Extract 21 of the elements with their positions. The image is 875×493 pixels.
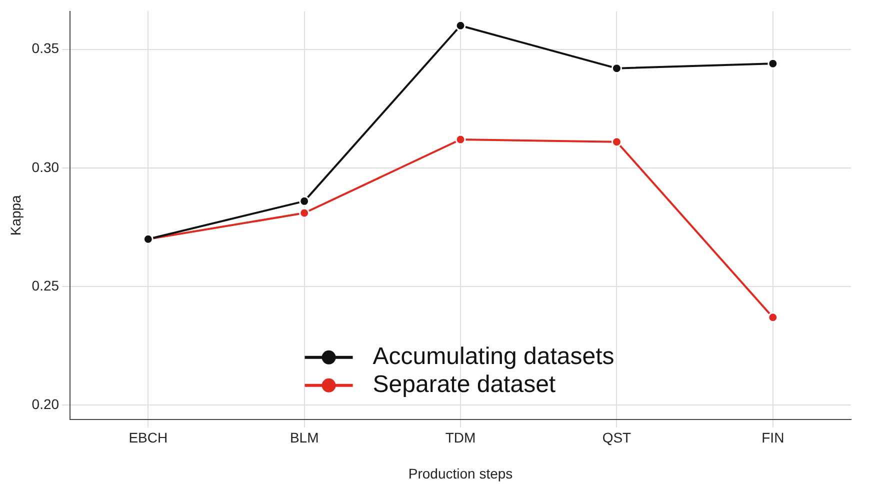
y-tick-label: 0.20 — [32, 396, 60, 412]
x-axis-title: Production steps — [408, 465, 513, 482]
x-tick-label: BLM — [290, 430, 319, 446]
y-tick-label: 0.25 — [32, 277, 60, 294]
legend-label: Accumulating datasets — [372, 343, 614, 370]
point — [611, 136, 622, 148]
point — [299, 196, 310, 206]
y-tick-label: 0.30 — [32, 158, 60, 175]
x-tick-label: FIN — [762, 430, 784, 446]
point — [768, 58, 778, 69]
x-tick-label: TDM — [445, 430, 476, 446]
legend-label: Separate dataset — [372, 371, 556, 398]
y-axis-title: Kappa — [7, 194, 24, 236]
point — [611, 63, 622, 74]
point — [768, 312, 778, 323]
point — [455, 20, 466, 31]
point — [299, 208, 310, 218]
y-tick-label: 0.35 — [32, 40, 60, 56]
x-tick-label: EBCH — [128, 430, 168, 446]
x-tick-label: QST — [602, 430, 632, 446]
point — [455, 134, 466, 145]
